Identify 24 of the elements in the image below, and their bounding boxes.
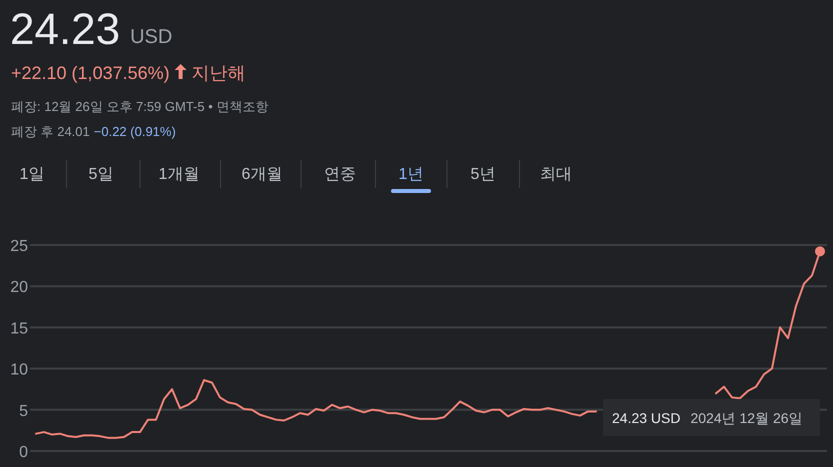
chart-subtitle: USD — [130, 26, 172, 48]
text: 1년 — [398, 166, 424, 183]
y-tick-label: 25 — [10, 238, 28, 255]
y-tick-label: 10 — [10, 362, 28, 379]
text: 6개월 — [242, 166, 282, 183]
text: 1개월 — [158, 166, 200, 183]
text: 폐장: 12월 26일 오후 7:59 GMT-5 • 면책조항 — [11, 99, 268, 114]
text: −0.22 (0.91%) — [94, 124, 176, 139]
chart-title: 24.23 — [10, 5, 120, 54]
annotation: 2024년 12월 26일 — [690, 410, 803, 426]
line-series — [35, 379, 597, 439]
text: 5일 — [88, 166, 114, 183]
annotation: 24.23 USD — [612, 410, 680, 426]
text: 폐장 후 24.01 — [11, 124, 90, 139]
text: 지난해 — [192, 63, 246, 83]
y-tick-label: 20 — [10, 279, 28, 296]
text: 연중 — [324, 166, 356, 183]
text: 5년 — [470, 166, 496, 183]
y-tick-label: 15 — [10, 320, 28, 338]
y-tick-label: 5 — [19, 402, 28, 420]
text: +22.10 (1,037.56%) — [11, 63, 170, 83]
y-tick-label: 0 — [19, 444, 28, 461]
text: 최대 — [540, 166, 572, 183]
text: 1일 — [20, 166, 44, 183]
